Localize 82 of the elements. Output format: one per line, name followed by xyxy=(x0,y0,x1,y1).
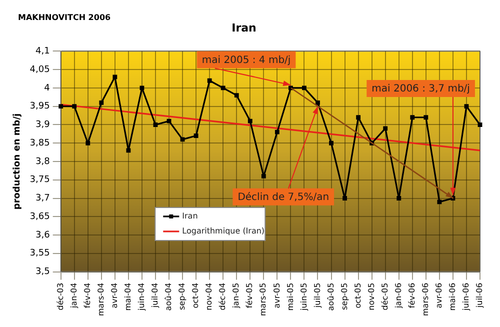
x-tick-label: sep-04 xyxy=(178,282,187,310)
legend-label: Logarithmique (Iran) xyxy=(182,226,265,236)
x-tick-label: fév-05 xyxy=(245,282,254,308)
y-tick-label: 3,7 xyxy=(36,194,50,204)
annotation: mai 2005 : 4 mb/j xyxy=(202,54,291,66)
y-tick-label: 3,55 xyxy=(30,248,50,259)
x-tick-label: juil-05 xyxy=(312,282,322,309)
x-tick-label: mars-04 xyxy=(96,282,106,316)
point xyxy=(383,126,388,131)
x-tick-label: nov-04 xyxy=(204,282,214,310)
x-tick-label: déc-05 xyxy=(380,282,390,310)
x-tick-label: déc-04 xyxy=(218,282,228,310)
y-tick-label: 3,75 xyxy=(30,175,50,186)
x-tick-label: nov-05 xyxy=(366,282,376,310)
chart-title: Iran xyxy=(232,21,256,34)
x-tick-label: fév-04 xyxy=(82,282,92,308)
point xyxy=(140,86,144,90)
point xyxy=(112,74,118,80)
y-tick-label: 3,65 xyxy=(30,212,50,222)
point xyxy=(329,140,334,146)
x-tick-label: sep-05 xyxy=(340,282,349,310)
y-tick-label: 4 xyxy=(44,83,50,94)
x-tick-label: mai-04 xyxy=(124,282,133,311)
x-tick-label: avr-05 xyxy=(272,282,282,308)
point xyxy=(437,200,442,204)
x-tick-label: mars-06 xyxy=(420,282,430,316)
x-tick-label: aoû-05 xyxy=(326,282,336,311)
x-tick-label: mai-05 xyxy=(286,282,295,311)
y-tick-label: 3,6 xyxy=(36,230,50,240)
x-tick-label: jan-04 xyxy=(69,282,78,310)
point xyxy=(166,118,172,124)
point xyxy=(126,148,131,153)
x-tick-label: aoû-04 xyxy=(164,282,174,311)
point xyxy=(410,115,415,120)
y-tick-label: 3,95 xyxy=(30,102,50,112)
y-tick-label: 3,85 xyxy=(30,138,50,148)
point xyxy=(58,104,64,109)
x-tick-label: jan-06 xyxy=(394,282,403,310)
point xyxy=(153,122,158,127)
x-tick-label: déc-03 xyxy=(56,282,65,310)
point xyxy=(302,86,306,90)
annotation: Déclin de 7,5%/an xyxy=(238,192,330,204)
x-tick-label: mars-05 xyxy=(258,282,268,316)
point xyxy=(424,115,428,120)
point xyxy=(99,100,104,105)
point xyxy=(248,118,252,124)
x-tick-label: juin-06 xyxy=(462,282,471,312)
text: MAKHNOVITCH 2006 xyxy=(18,13,111,22)
x-tick-label: avr-04 xyxy=(110,282,119,308)
y-tick-label: 3,9 xyxy=(36,120,50,130)
point xyxy=(220,86,226,90)
point xyxy=(86,140,90,146)
x-tick-label: juil-04 xyxy=(150,282,160,309)
point xyxy=(464,104,469,109)
y-axis-title: production en mb/j xyxy=(12,113,23,210)
legend-label: Iran xyxy=(182,212,198,221)
point xyxy=(180,137,185,142)
point xyxy=(274,130,280,134)
y-tick-label: 3,5 xyxy=(36,267,50,278)
x-tick-label: juil-06 xyxy=(475,282,484,309)
y-tick-label: 4,1 xyxy=(36,46,50,57)
annotation: mai 2006 : 3,7 mb/j xyxy=(372,84,470,95)
y-tick-label: 4,05 xyxy=(30,64,50,75)
point xyxy=(396,196,402,200)
point xyxy=(72,104,77,109)
x-tick-label: jan-05 xyxy=(232,282,241,310)
point xyxy=(234,93,239,98)
point xyxy=(342,196,347,200)
x-tick-label: oct-04 xyxy=(191,282,200,308)
point xyxy=(261,174,266,178)
point xyxy=(316,100,320,105)
x-tick-label: avr-06 xyxy=(434,282,444,308)
x-tick-label: fév-06 xyxy=(407,282,416,308)
point xyxy=(194,134,198,138)
point xyxy=(207,78,212,83)
x-tick-label: oct-05 xyxy=(353,282,362,308)
y-tick-label: 3,8 xyxy=(36,156,50,167)
x-tick-label: juin-04 xyxy=(137,282,146,312)
point xyxy=(356,115,361,120)
x-tick-label: juin-05 xyxy=(299,282,308,312)
x-tick-label: mai-06 xyxy=(448,282,458,311)
point xyxy=(478,122,482,127)
